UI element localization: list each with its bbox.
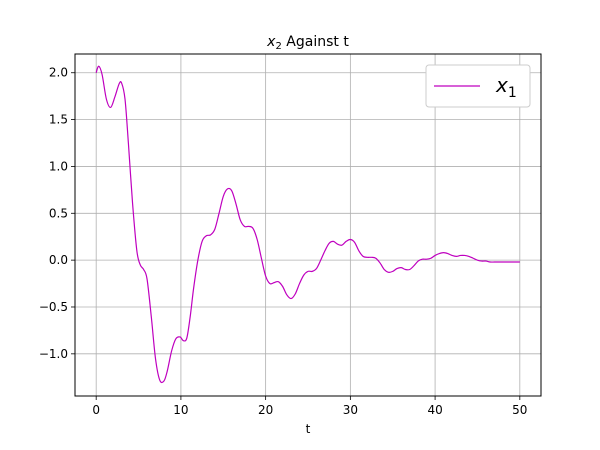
y-tick-label: −0.5 [39, 300, 68, 314]
x-tick-label: 0 [92, 403, 100, 417]
plot-frame [74, 53, 542, 397]
y-tick-label: 0.0 [49, 253, 68, 267]
legend: x1 [425, 64, 531, 108]
x-tick-label: 40 [427, 403, 442, 417]
x-tick-label: 10 [173, 403, 188, 417]
y-tick-label: 2.0 [49, 66, 68, 80]
x-tick-label: 30 [343, 403, 358, 417]
y-tick-label: 1.5 [49, 113, 68, 127]
series-layer [95, 65, 520, 384]
x-axis: 0 10 20 30 40 50 [92, 396, 527, 417]
grid [75, 54, 541, 396]
y-tick-label: −1.0 [39, 347, 68, 361]
x-axis-label: t [306, 422, 311, 436]
legend-label: x1 [495, 73, 517, 101]
x-tick-label: 20 [258, 403, 273, 417]
x-tick-label: 50 [512, 403, 527, 417]
chart-title: x2 Against t [266, 34, 349, 52]
series-line-x1 [95, 65, 520, 384]
y-tick-label: 0.5 [49, 206, 68, 220]
y-axis: −1.0 −0.5 0.0 0.5 1.0 1.5 2.0 [39, 66, 75, 361]
y-tick-label: 1.0 [49, 159, 68, 173]
